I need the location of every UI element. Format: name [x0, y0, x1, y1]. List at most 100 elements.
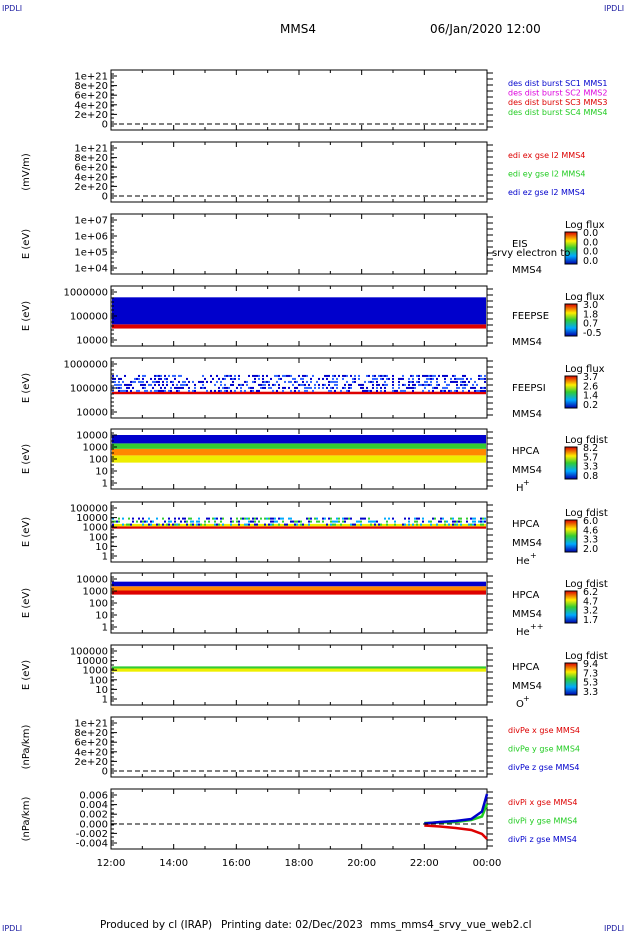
- spectrogram-pixel: [264, 523, 266, 526]
- spectrogram-pixel: [134, 377, 136, 380]
- y-tick-label: 100000: [70, 647, 108, 658]
- spectrogram-pixel: [262, 377, 264, 380]
- spectrogram-pixel: [446, 520, 448, 523]
- spectrogram-pixel: [168, 389, 170, 392]
- spectrogram-pixel: [348, 386, 350, 389]
- spectrogram-pixel: [358, 383, 360, 386]
- spectrogram-pixel: [190, 517, 192, 520]
- spectrogram-pixel: [322, 377, 324, 380]
- spectrogram-pixel: [440, 389, 442, 392]
- spectrogram-pixel: [308, 520, 310, 523]
- time-tick-label: 18:00: [285, 858, 314, 869]
- spectrogram-pixel: [126, 383, 128, 386]
- spectrogram-pixel: [282, 374, 284, 377]
- spectrogram-pixel: [392, 380, 394, 383]
- colorbar: [564, 375, 578, 409]
- spectrogram-pixel: [408, 380, 410, 383]
- spectrogram-pixel: [458, 377, 460, 380]
- spectrogram-pixel: [280, 377, 282, 380]
- spectrogram-pixel: [404, 517, 406, 520]
- spectrogram-pixel: [482, 386, 484, 389]
- spectrogram-pixel: [366, 389, 368, 392]
- spectrogram-pixel: [178, 389, 180, 392]
- spectrogram-pixel: [278, 383, 280, 386]
- spectrogram-pixel: [456, 377, 458, 380]
- footer-printing-date: Printing date: 02/Dec/2023: [221, 919, 363, 931]
- spectrogram-pixel: [460, 520, 462, 523]
- colorbar-tick-label: 5.3: [583, 678, 598, 689]
- y-tick-label: 10000: [76, 575, 108, 586]
- spectrogram-pixel: [438, 374, 440, 377]
- spectrogram-pixel: [276, 520, 278, 523]
- y-tick-label: 100: [89, 675, 108, 686]
- spectrogram-pixel: [260, 383, 262, 386]
- spectrogram-pixel: [338, 517, 340, 520]
- spectrogram-pixel: [472, 386, 474, 389]
- spectrogram-pixel: [218, 377, 220, 380]
- spectrogram-pixel: [256, 523, 258, 526]
- spectrogram-pixel: [452, 520, 454, 523]
- spectrogram-pixel: [274, 517, 276, 520]
- spectrogram-pixel: [156, 523, 158, 526]
- spectrogram-pixel: [312, 374, 314, 377]
- spectrogram-pixel: [436, 383, 438, 386]
- colorbar-title: Log flux: [565, 220, 605, 231]
- spectrogram-pixel: [330, 389, 332, 392]
- spectrogram-pixel: [124, 383, 126, 386]
- spectrogram-pixel: [184, 383, 186, 386]
- spectrogram-pixel: [306, 386, 308, 389]
- spectrogram-pixel: [218, 389, 220, 392]
- y-tick-label: 1e+07: [74, 216, 108, 227]
- corner-label: IPDLI: [604, 4, 625, 13]
- spectrogram-pixel: [304, 386, 306, 389]
- spectrogram-pixel: [138, 517, 140, 520]
- spectrogram-pixel: [270, 520, 272, 523]
- spectrogram-pixel: [164, 386, 166, 389]
- colorbar-tick-label: 2.6: [583, 381, 598, 392]
- spectrogram-pixel: [322, 517, 324, 520]
- spectrogram-pixel: [370, 523, 372, 526]
- y-tick-label: 8e+20: [74, 81, 108, 92]
- spectrogram-pixel: [160, 386, 162, 389]
- spectrogram-pixel: [328, 380, 330, 383]
- spectrogram-pixel: [480, 389, 482, 392]
- spectrogram-pixel: [276, 380, 278, 383]
- spectrogram-pixel: [142, 383, 144, 386]
- spectrogram-pixel: [432, 377, 434, 380]
- y-tick-label: 10: [95, 542, 108, 553]
- spectrogram-pixel: [176, 523, 178, 526]
- spectrogram-pixel: [190, 523, 192, 526]
- spectrogram-pixel: [284, 386, 286, 389]
- spectrogram-pixel: [418, 517, 420, 520]
- spectrogram-pixel: [264, 383, 266, 386]
- spectrogram-pixel: [158, 377, 160, 380]
- spectrogram-pixel: [264, 380, 266, 383]
- spectrogram-pixel: [428, 389, 430, 392]
- spectrogram-pixel: [310, 377, 312, 380]
- spectrogram-pixel: [156, 517, 158, 520]
- spectrogram-pixel: [454, 389, 456, 392]
- spectrogram-pixel: [144, 520, 146, 523]
- legend-label: divPe x gse MMS4: [508, 726, 580, 735]
- y-tick-label: 4e+20: [74, 747, 108, 758]
- spectrogram-pixel: [464, 386, 466, 389]
- spectrogram-pixel: [346, 517, 348, 520]
- spectrogram-pixel: [172, 374, 174, 377]
- spectrogram-pixel: [256, 389, 258, 392]
- spectrogram-pixel: [404, 383, 406, 386]
- spectrogram-pixel: [480, 517, 482, 520]
- spectrogram-pixel: [472, 517, 474, 520]
- spectrogram-pixel: [452, 523, 454, 526]
- spectrogram-pixel: [294, 380, 296, 383]
- y-tick-label: 1000: [83, 523, 108, 534]
- spectrogram-pixel: [114, 377, 116, 380]
- spectrogram-pixel: [372, 386, 374, 389]
- spectrogram-pixel: [362, 517, 364, 520]
- spectrogram-pixel: [318, 386, 320, 389]
- spectrogram-pixel: [114, 520, 116, 523]
- spectrogram-pixel: [310, 520, 312, 523]
- spectrogram-pixel: [226, 374, 228, 377]
- spectrogram-pixel: [384, 374, 386, 377]
- spectrogram-pixel: [148, 523, 150, 526]
- spectrogram-pixel: [162, 523, 164, 526]
